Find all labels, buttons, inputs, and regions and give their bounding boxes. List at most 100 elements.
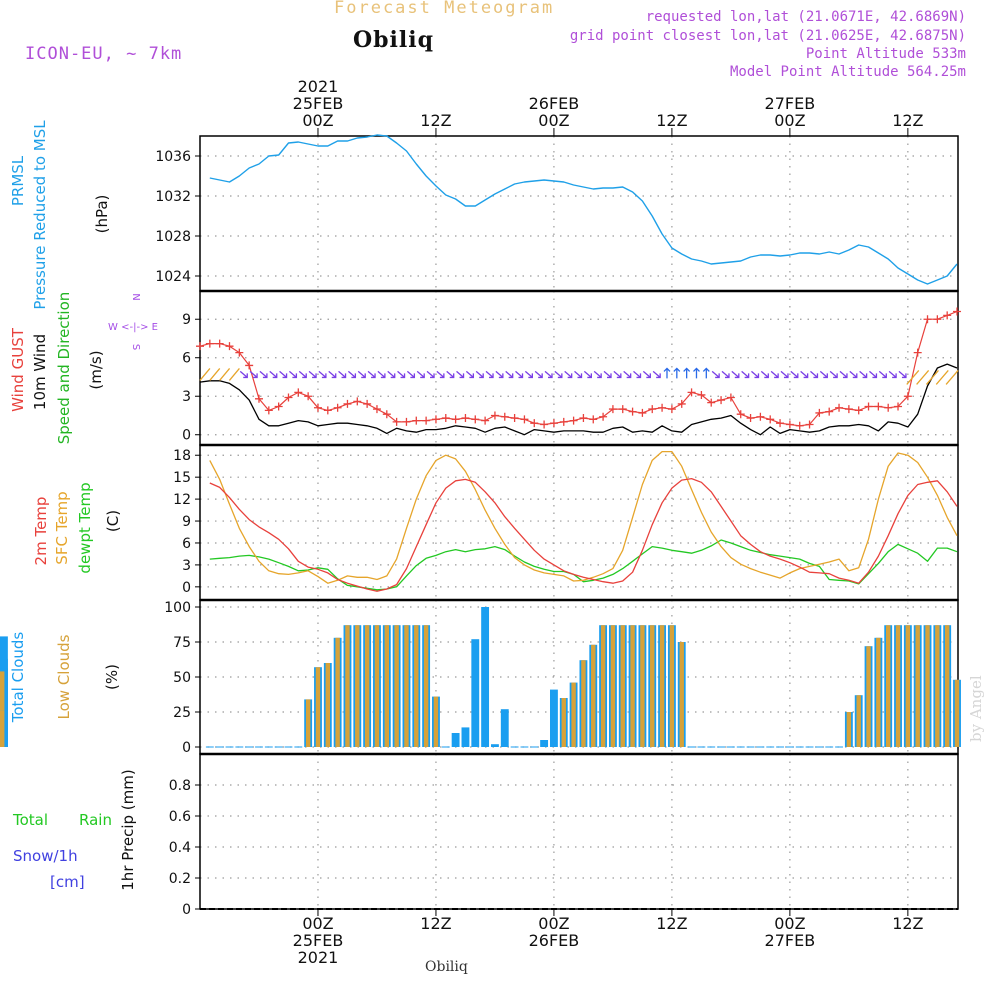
pressure-desc-label: Pressure Reduced to MSL xyxy=(31,120,49,310)
precip-unit-label: 1hr Precip (mm) xyxy=(119,769,137,890)
wind-direction-arrow xyxy=(819,370,828,379)
bottom-time-label: 12Z xyxy=(892,914,923,933)
product-title: Forecast Meteogram xyxy=(334,0,555,18)
wind-direction-arrow xyxy=(308,370,317,379)
gust-marker xyxy=(402,417,411,426)
location-title: Obiliq xyxy=(353,27,435,53)
low-cloud-bar xyxy=(600,625,606,747)
gust-marker xyxy=(372,405,381,414)
low-cloud-bar xyxy=(404,625,409,747)
wind-direction-arrow xyxy=(288,370,298,379)
gust-marker xyxy=(903,392,912,401)
wind-direction-arrow xyxy=(878,370,887,379)
wind-direction-arrow xyxy=(249,370,258,379)
wind-direction-arrow xyxy=(465,370,475,379)
low-cloud-bar xyxy=(591,644,596,747)
low-cloud-bar xyxy=(355,625,360,747)
wind-direction-arrow xyxy=(869,370,878,379)
gust-marker xyxy=(756,412,765,421)
total-cloud-bar xyxy=(481,607,490,747)
top-time-label: 00Z xyxy=(538,111,569,130)
gust-marker xyxy=(559,417,568,426)
gust-marker xyxy=(382,410,391,419)
total-clouds-label: Total Clouds xyxy=(9,632,27,724)
wind-frame xyxy=(199,290,959,446)
requested-point: requested lon,lat (21.0671E, 42.6869N) xyxy=(645,9,966,25)
wind-direction-arrow xyxy=(702,367,710,379)
low-cloud-bar xyxy=(679,642,684,747)
sfc-temp-label: SFC Temp xyxy=(53,491,71,564)
top-time-label: 12Z xyxy=(656,111,687,130)
wind-direction-arrow xyxy=(945,369,959,385)
gust-marker xyxy=(343,399,352,408)
gust-marker xyxy=(844,405,853,414)
point-altitude: Point Altitude 533m xyxy=(805,46,966,62)
wind-direction-arrow xyxy=(925,369,939,385)
gust-marker xyxy=(618,405,627,414)
wind-direction-arrow xyxy=(849,370,858,379)
wind-direction-arrow xyxy=(693,367,700,379)
compass-we: W <-|-> E xyxy=(108,322,158,333)
wind-direction-arrow xyxy=(859,370,868,379)
pressure-unit-label: (hPa) xyxy=(93,195,111,234)
pressure-ytick-label: 1028 xyxy=(155,229,191,245)
gust-marker xyxy=(874,402,883,411)
gust-marker xyxy=(638,408,647,417)
low-cloud-bar xyxy=(423,625,429,747)
model-label: ICON-EU, ~ 7km xyxy=(25,44,183,64)
wind-direction-arrow xyxy=(898,370,907,379)
gust-marker xyxy=(304,392,313,401)
temp-frame xyxy=(199,444,959,601)
gust-marker xyxy=(717,396,726,405)
bottom-time-label: 00Z xyxy=(302,914,333,933)
wind-direction-arrow xyxy=(663,367,671,379)
wind-direction-arrow xyxy=(505,370,514,379)
gust-marker xyxy=(510,414,519,423)
wind-direction-arrow xyxy=(731,370,740,379)
wind-direction-arrow xyxy=(652,370,661,379)
wind-direction-arrow xyxy=(338,370,347,379)
low-cloud-bar xyxy=(935,625,940,747)
gust-marker xyxy=(864,402,873,411)
wind-gust-line xyxy=(199,310,958,427)
precip-ytick-label: 0.2 xyxy=(169,871,191,887)
wind-direction-arrow xyxy=(790,370,799,379)
bottom-time-label: 00Z xyxy=(774,914,805,933)
pressure-label: PRMSL xyxy=(9,155,27,206)
wind-direction-arrow xyxy=(495,370,504,379)
bottom-time-label: 12Z xyxy=(656,914,687,933)
low-cloud-bar xyxy=(305,699,311,747)
gust-marker xyxy=(835,403,844,412)
gust-marker xyxy=(549,419,558,428)
wind-direction-arrow xyxy=(633,370,642,379)
gust-label: Wind GUST xyxy=(9,327,27,412)
wind-unit-label: (m/s) xyxy=(87,350,105,389)
gust-marker xyxy=(284,393,293,402)
clouds-unit-label: (%) xyxy=(103,664,121,690)
compass-south: S xyxy=(130,344,141,350)
snow-unit-label: [cm] xyxy=(50,873,85,891)
wind-direction-arrow xyxy=(534,370,543,379)
wind-direction-arrow xyxy=(259,370,268,379)
low-cloud-bar xyxy=(0,671,5,747)
pressure-frame xyxy=(199,135,959,292)
clouds-ytick-label: 25 xyxy=(173,705,191,721)
temp-unit-label: (C) xyxy=(104,510,122,532)
gust-marker xyxy=(431,415,440,424)
wind-direction-arrow xyxy=(397,370,406,379)
wind-direction-arrow xyxy=(446,370,455,379)
temp-ytick-label: 18 xyxy=(173,448,191,464)
gust-marker xyxy=(608,405,617,414)
wind-direction-arrow xyxy=(269,370,278,379)
gust-marker xyxy=(854,406,863,415)
grid-point: grid point closest lon,lat (21.0625E, 42… xyxy=(569,28,966,44)
gust-marker xyxy=(520,415,529,424)
gust-marker xyxy=(677,399,686,408)
low-cloud-bar xyxy=(581,660,586,747)
model-altitude: Model Point Altitude 564.25m xyxy=(729,64,966,80)
low-cloud-bar xyxy=(571,682,576,747)
gust-marker xyxy=(451,415,460,424)
clouds-ytick-label: 50 xyxy=(173,670,191,686)
gust-marker xyxy=(667,405,676,414)
